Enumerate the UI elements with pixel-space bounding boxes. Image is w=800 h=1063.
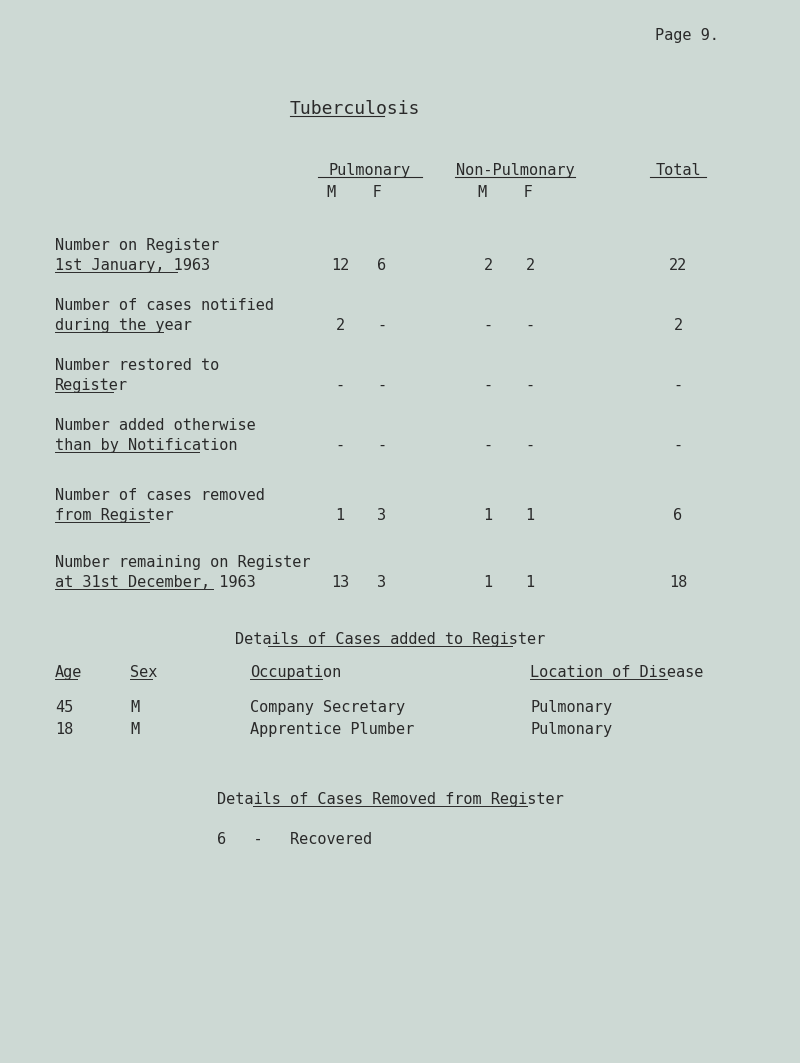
Text: M: M: [130, 722, 139, 737]
Text: Number added otherwise: Number added otherwise: [55, 418, 256, 433]
Text: 2: 2: [674, 318, 682, 333]
Text: 22: 22: [669, 258, 687, 273]
Text: Non-Pulmonary: Non-Pulmonary: [456, 163, 574, 178]
Text: M    F: M F: [478, 185, 532, 200]
Text: -: -: [526, 378, 534, 393]
Text: Occupation: Occupation: [250, 665, 342, 680]
Text: Location of Disease: Location of Disease: [530, 665, 703, 680]
Text: 3: 3: [378, 508, 386, 523]
Text: Number of cases removed: Number of cases removed: [55, 488, 265, 503]
Text: -: -: [483, 318, 493, 333]
Text: 1: 1: [483, 508, 493, 523]
Text: Pulmonary: Pulmonary: [530, 701, 612, 715]
Text: M    F: M F: [326, 185, 382, 200]
Text: 1: 1: [526, 575, 534, 590]
Text: 12: 12: [331, 258, 349, 273]
Text: Details of Cases Removed from Register: Details of Cases Removed from Register: [217, 792, 563, 807]
Text: M: M: [130, 701, 139, 715]
Text: -: -: [378, 438, 386, 453]
Text: during the year: during the year: [55, 318, 192, 333]
Text: Tuberculosis: Tuberculosis: [290, 100, 421, 118]
Text: Number remaining on Register: Number remaining on Register: [55, 555, 310, 570]
Text: 2: 2: [483, 258, 493, 273]
Text: Page 9.: Page 9.: [655, 28, 719, 43]
Text: from Register: from Register: [55, 508, 174, 523]
Text: Company Secretary: Company Secretary: [250, 701, 405, 715]
Text: 1: 1: [483, 575, 493, 590]
Text: Number of cases notified: Number of cases notified: [55, 298, 274, 313]
Text: Details of Cases added to Register: Details of Cases added to Register: [235, 632, 545, 647]
Text: 1: 1: [526, 508, 534, 523]
Text: -: -: [526, 318, 534, 333]
Text: 1: 1: [335, 508, 345, 523]
Text: 18: 18: [669, 575, 687, 590]
Text: Sex: Sex: [130, 665, 158, 680]
Text: Apprentice Plumber: Apprentice Plumber: [250, 722, 414, 737]
Text: -: -: [378, 378, 386, 393]
Text: Number restored to: Number restored to: [55, 358, 219, 373]
Text: than by Notification: than by Notification: [55, 438, 238, 453]
Text: 6: 6: [674, 508, 682, 523]
Text: 45: 45: [55, 701, 74, 715]
Text: Pulmonary: Pulmonary: [329, 163, 411, 178]
Text: 6   -   Recovered: 6 - Recovered: [218, 832, 373, 847]
Text: -: -: [483, 438, 493, 453]
Text: -: -: [378, 318, 386, 333]
Text: -: -: [674, 438, 682, 453]
Text: -: -: [526, 438, 534, 453]
Text: 13: 13: [331, 575, 349, 590]
Text: 2: 2: [526, 258, 534, 273]
Text: Pulmonary: Pulmonary: [530, 722, 612, 737]
Text: Register: Register: [55, 378, 128, 393]
Text: 18: 18: [55, 722, 74, 737]
Text: -: -: [335, 378, 345, 393]
Text: 6: 6: [378, 258, 386, 273]
Text: 2: 2: [335, 318, 345, 333]
Text: -: -: [674, 378, 682, 393]
Text: 1st January, 1963: 1st January, 1963: [55, 258, 210, 273]
Text: Number on Register: Number on Register: [55, 238, 219, 253]
Text: -: -: [483, 378, 493, 393]
Text: at 31st December, 1963: at 31st December, 1963: [55, 575, 256, 590]
Text: Age: Age: [55, 665, 82, 680]
Text: -: -: [335, 438, 345, 453]
Text: 3: 3: [378, 575, 386, 590]
Text: Total: Total: [655, 163, 701, 178]
